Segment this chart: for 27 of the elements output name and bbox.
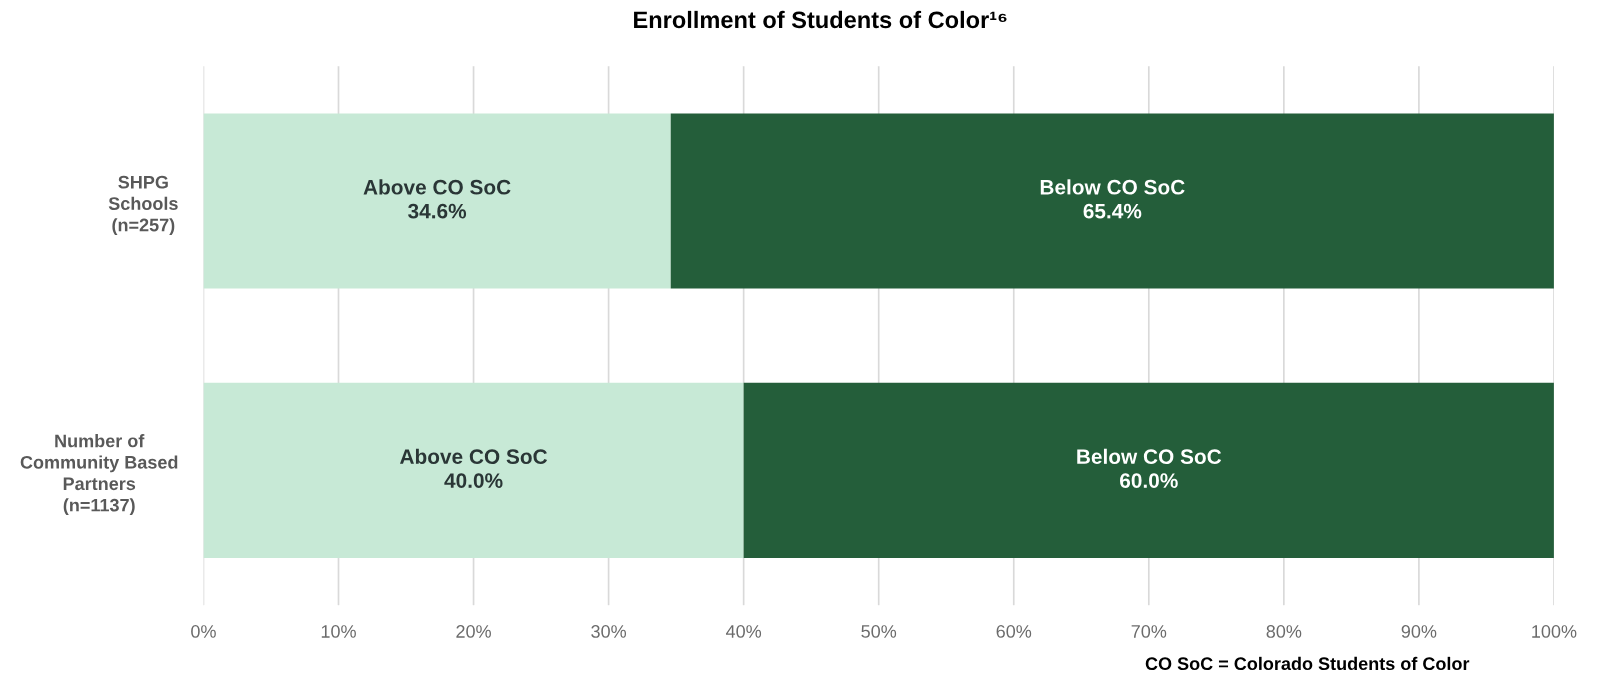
data-label: 60.0%	[1120, 473, 1178, 488]
x-tick-label: 70%	[1131, 625, 1167, 638]
x-tick-label: 30%	[591, 625, 627, 638]
bar	[743, 382, 1554, 558]
x-tick-label: 100%	[1532, 625, 1577, 638]
x-tick-label: 40%	[725, 625, 762, 638]
data-label: 34.6%	[408, 203, 467, 219]
bar	[203, 382, 744, 558]
series-label: Above CO SoC	[399, 448, 548, 465]
x-tick-label: 20%	[456, 625, 491, 638]
y-tick-label: Number of Community Based Partners (n=1137)	[20, 434, 178, 516]
text: Above CO SoC	[363, 179, 511, 195]
x-tick-label: 10%	[321, 625, 356, 638]
bar	[203, 113, 671, 289]
data-label: 40.0%	[444, 473, 503, 488]
bar	[670, 113, 1554, 289]
x-tick-label: 80%	[1266, 625, 1302, 638]
x-tick-label: 90%	[1401, 625, 1437, 638]
chart-title: Enrollment of Students of Color¹⁶	[634, 10, 1007, 29]
y-tick-label: SHPG Schools (n=257)	[108, 175, 178, 235]
text: Below CO SoC	[1040, 179, 1185, 195]
x-tick-label: 0%	[191, 625, 216, 638]
x-tick-label: 60%	[996, 625, 1032, 638]
x-tick-label: 50%	[861, 625, 897, 638]
text: CO SoC = Colorado Students of Color	[1145, 656, 1470, 671]
series-label: Below CO SoC	[1077, 448, 1222, 465]
data-label: 65.4%	[1083, 203, 1142, 219]
